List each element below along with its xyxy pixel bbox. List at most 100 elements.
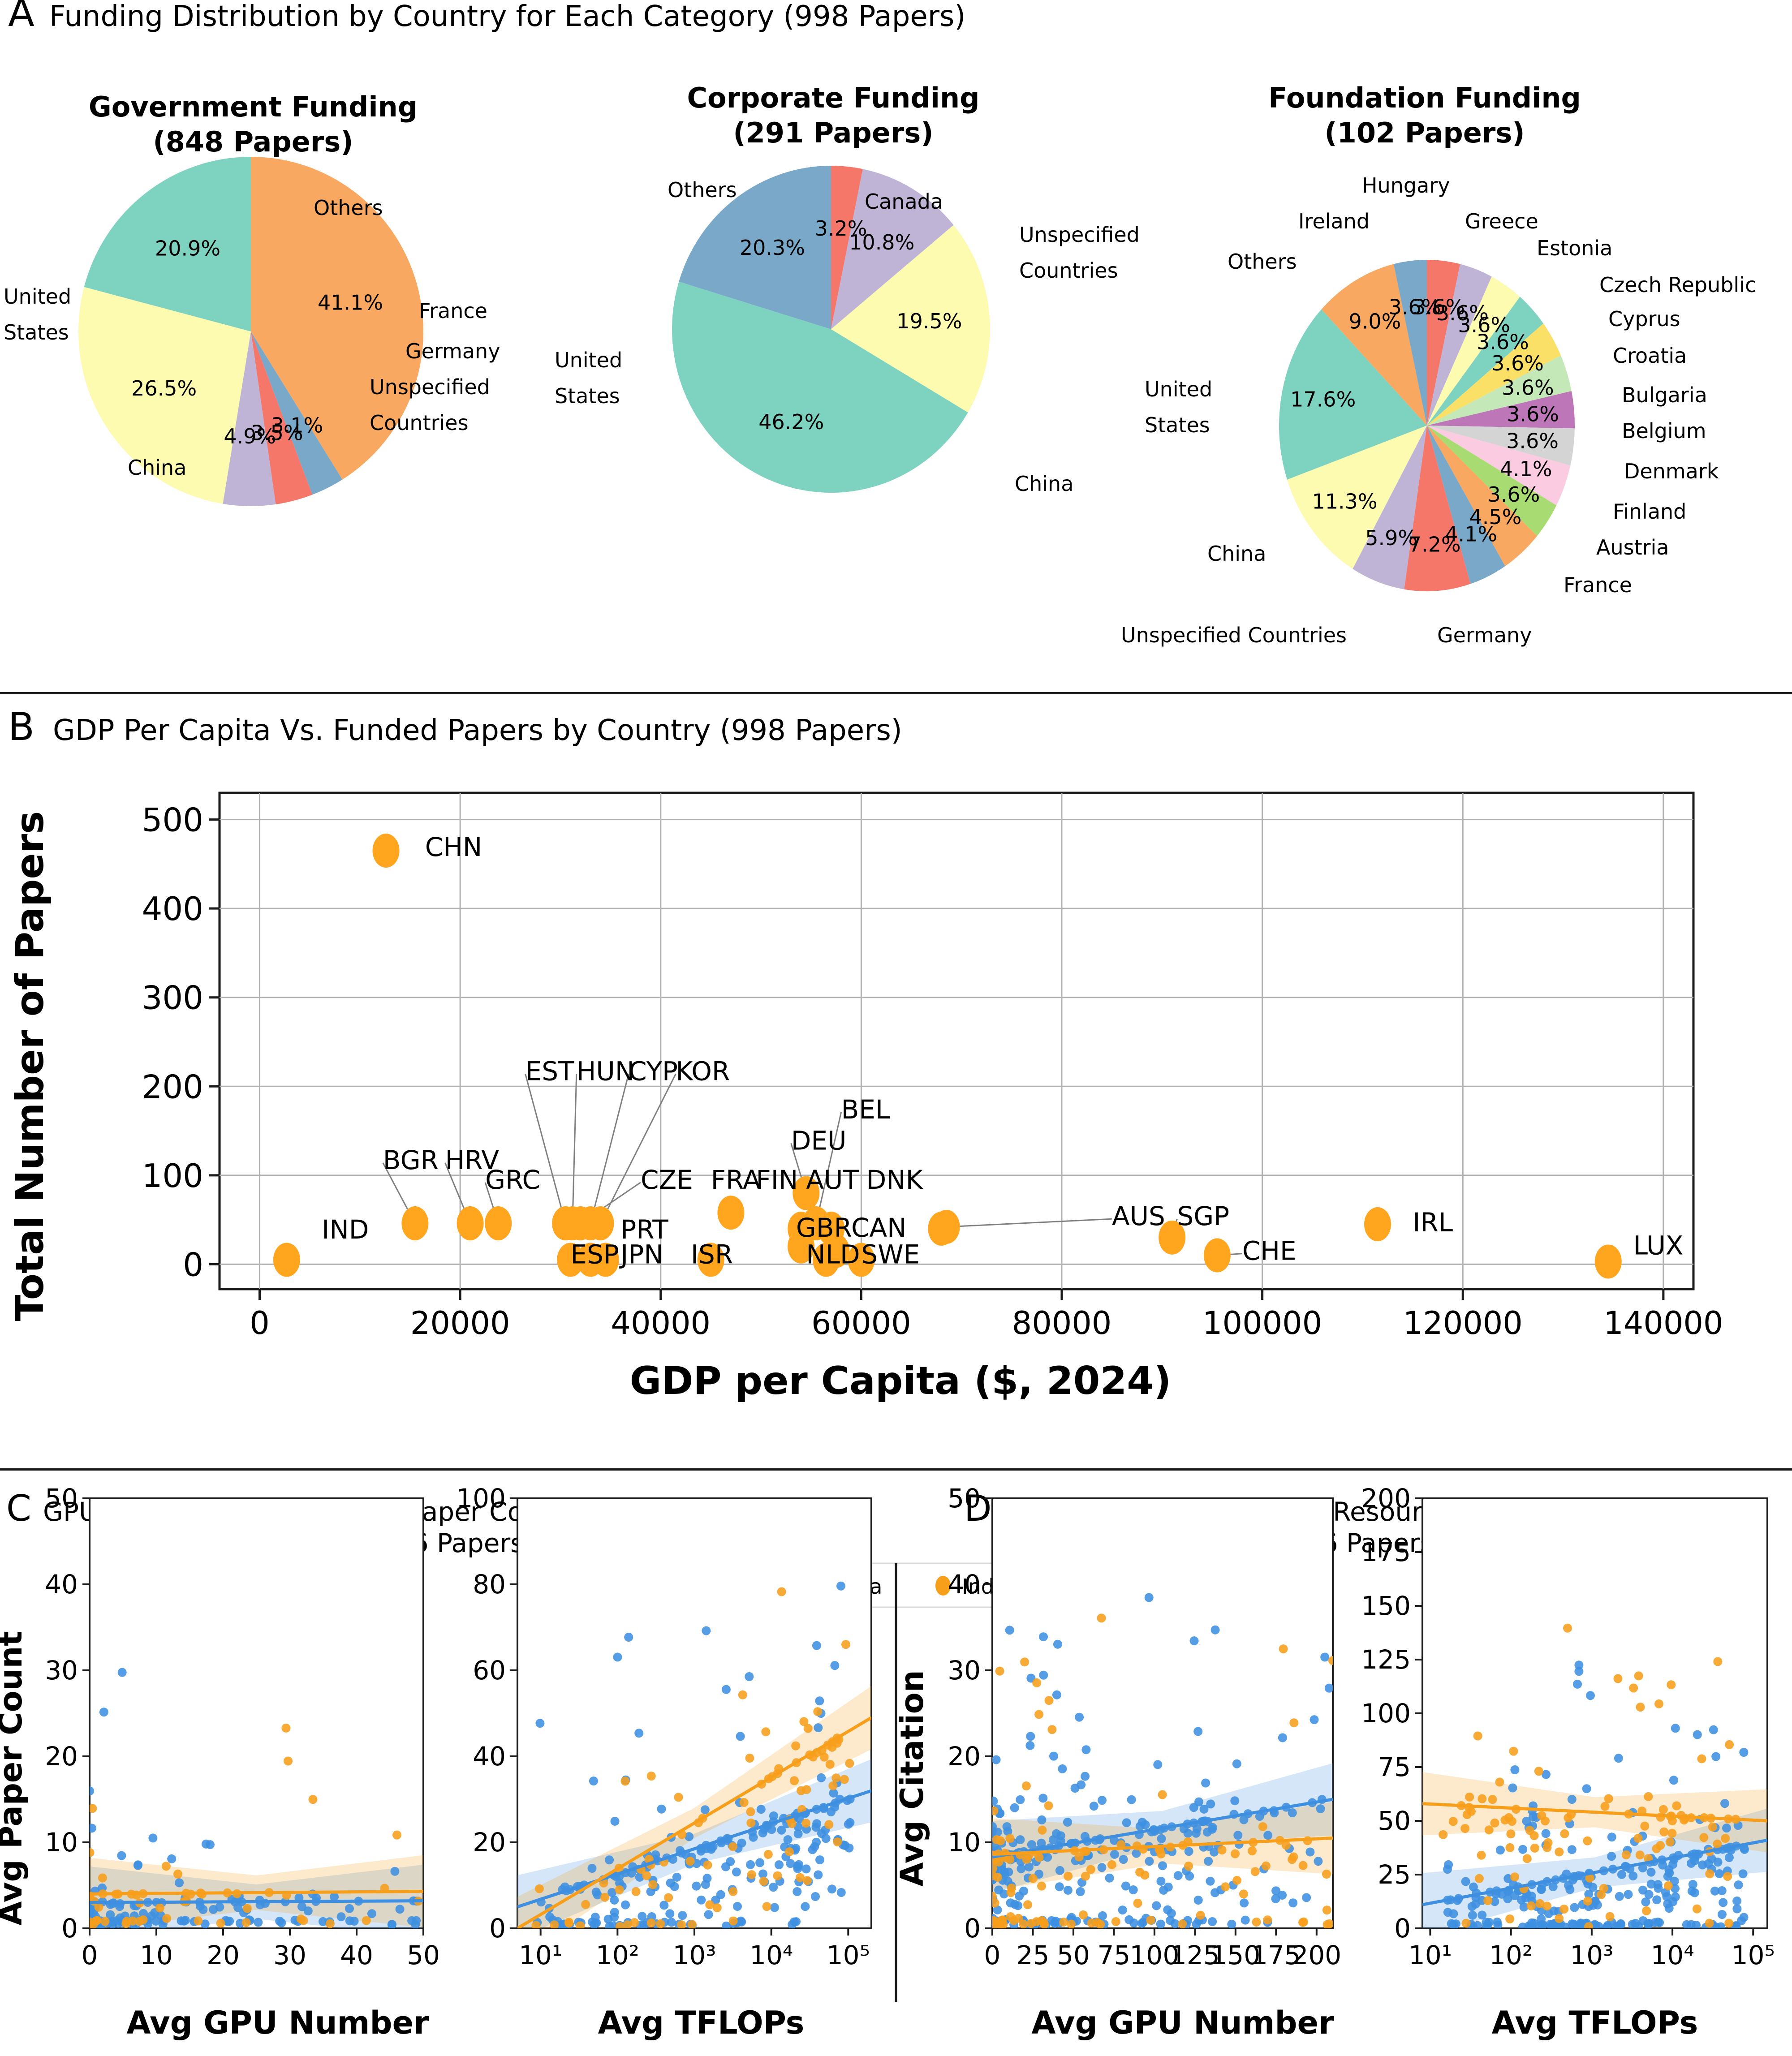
- scatter-d1-gpu-vs-citation-point: [1279, 1644, 1288, 1654]
- scatter-d2-tflops-vs-citation-point: [1659, 1827, 1669, 1837]
- scatter-d1-gpu-vs-citation-point: [1081, 1745, 1091, 1755]
- scatter-d1-gpu-vs-citation-x-tick-label: 175: [1251, 1940, 1301, 1970]
- x-tick-label: 80000: [1012, 1305, 1112, 1342]
- scatter-d2-tflops-vs-citation-point: [1713, 1657, 1723, 1666]
- scatter-d2-tflops-vs-citation-point: [1500, 1815, 1510, 1825]
- pie1-label-others: Others: [314, 196, 383, 220]
- scatter-d2-tflops-vs-citation-point: [1644, 1890, 1654, 1899]
- scatter-d2-tflops-vs-citation-point: [1671, 1892, 1680, 1901]
- scatter-d1-gpu-vs-citation-point: [1145, 1857, 1154, 1866]
- label-leader-line: [572, 1074, 577, 1224]
- scatter-d1-gpu-vs-citation-point: [1081, 1772, 1090, 1781]
- scatter-d1-gpu-vs-citation-point: [1255, 1812, 1264, 1821]
- country-label: PRT: [620, 1214, 668, 1245]
- scatter-c2-tflops-vs-papers-y-tick-label: 0: [489, 1913, 506, 1944]
- country-label: AUT: [806, 1165, 859, 1195]
- scatter-c2-tflops-vs-papers-point: [749, 1832, 758, 1842]
- scatter-c2-tflops-vs-papers-y-tick-label: 100: [456, 1483, 506, 1514]
- scatter-c2-tflops-vs-papers-point: [799, 1717, 809, 1726]
- scatter-c2-tflops-vs-papers-point: [687, 1920, 697, 1928]
- scatter-c1-gpu-vs-papers-point: [241, 1918, 251, 1927]
- scatter-d1-gpu-vs-citation-point: [1028, 1874, 1038, 1883]
- pie-value-label: 4.5%: [1469, 505, 1522, 529]
- scatter-c1-gpu-vs-papers-point: [155, 1903, 164, 1913]
- scatter-c2-tflops-vs-papers-point: [703, 1860, 712, 1870]
- scatter-c2-tflops-vs-papers-x-tick-label: 10¹: [519, 1940, 562, 1970]
- scatter-c1-gpu-vs-papers-x-tick-label: 10: [140, 1940, 173, 1970]
- scatter-d1-gpu-vs-citation-point: [1119, 1855, 1128, 1864]
- scatter-d2-tflops-vs-citation-point: [1709, 1725, 1718, 1734]
- country-label: ISR: [691, 1239, 733, 1270]
- scatter-c1-gpu-vs-papers-point: [367, 1909, 376, 1918]
- scatter-d1-gpu-vs-citation-point: [1167, 1909, 1176, 1918]
- scatter-d1-gpu-vs-citation-point: [1240, 1898, 1249, 1908]
- country-label: CHN: [425, 832, 482, 862]
- scatter-d2-tflops-vs-citation-point: [1663, 1899, 1672, 1909]
- y-tick-label: 300: [142, 979, 203, 1017]
- pie-slice: [1427, 426, 1505, 584]
- scatter-c2-tflops-vs-papers-point: [793, 1829, 803, 1839]
- pie-value-label: 4.1%: [1500, 457, 1552, 481]
- scatter-d2-tflops-vs-citation-point: [1739, 1748, 1749, 1757]
- scatter-point: [1159, 1220, 1186, 1255]
- pie1-label-france: France: [419, 299, 487, 323]
- pie-slice: [78, 287, 251, 504]
- scatter-d1-gpu-vs-citation-point: [992, 1898, 999, 1908]
- scatter-c2-tflops-vs-papers-point: [745, 1672, 754, 1681]
- pie-value-label: 20.3%: [740, 236, 805, 260]
- scatter-c1-gpu-vs-papers-x-tick-label: 0: [82, 1940, 98, 1970]
- scatter-d1-gpu-vs-citation-point: [1184, 1847, 1193, 1856]
- scatter-d2-tflops-vs-citation-point: [1506, 1829, 1516, 1839]
- pie-slice: [1427, 426, 1538, 566]
- scatter-d1-gpu-vs-citation-point: [1288, 1855, 1297, 1864]
- scatter-d2-tflops-vs-citation-point: [1614, 1754, 1623, 1763]
- pie-slice: [1427, 323, 1561, 426]
- pie-value-label: 3.6%: [1491, 351, 1544, 375]
- scatter-d1-gpu-vs-citation-point: [1038, 1794, 1048, 1803]
- cd-subplots: 0 10 20 30 40 50 0 10 20 30 40 50 10¹ 10² 10³ 10⁴ 10⁵ 0 20…: [45, 1483, 1775, 1970]
- scatter-d1-gpu-vs-citation-point: [1093, 1918, 1102, 1927]
- scatter-c2-tflops-vs-papers-point: [631, 1887, 641, 1896]
- scatter-c1-gpu-vs-papers-point: [106, 1910, 115, 1919]
- scatter-c2-tflops-vs-papers-point: [535, 1884, 544, 1893]
- scatter-d1-gpu-vs-citation-point: [1067, 1913, 1076, 1922]
- scatter-d1-gpu-vs-citation-point: [1005, 1834, 1015, 1843]
- scatter-d1-gpu-vs-citation-point: [1017, 1864, 1026, 1873]
- pie3-label-hungary: Hungary: [1362, 173, 1450, 198]
- scatter-c2-tflops-vs-papers-point: [702, 1626, 711, 1635]
- scatter-c1-gpu-vs-papers-point: [336, 1912, 346, 1922]
- scatter-d1-gpu-vs-citation-point: [1122, 1818, 1131, 1828]
- scatter-d1-gpu-vs-citation-point: [1002, 1822, 1012, 1831]
- scatter-d2-tflops-vs-citation-point: [1477, 1850, 1486, 1860]
- country-label: NLD: [806, 1239, 860, 1270]
- scatter-d1-gpu-vs-citation-point: [1006, 1888, 1016, 1897]
- scatter-d2-tflops-vs-citation-x-tick-label: 10¹: [1409, 1940, 1452, 1970]
- x-tick-label: 0: [250, 1305, 270, 1342]
- scatter-c1-gpu-vs-papers-point: [139, 1909, 148, 1918]
- scatter-point: [848, 1243, 875, 1277]
- panel-d-ylabel: Avg Citation: [894, 1670, 930, 1886]
- scatter-d2-tflops-vs-citation-point: [1574, 1660, 1584, 1670]
- scatter-c2-tflops-vs-papers-point: [803, 1724, 813, 1733]
- scatter-d2-tflops-vs-citation-point: [1717, 1910, 1727, 1919]
- scatter-d2-tflops-vs-citation-point: [1535, 1899, 1545, 1908]
- scatter-c2-tflops-vs-papers-point: [786, 1859, 795, 1868]
- scatter-d1-gpu-vs-citation-y-tick-label: 40: [948, 1569, 981, 1600]
- scatter-d2-tflops-vs-citation-point: [1732, 1904, 1742, 1914]
- country-label: FRA: [711, 1165, 761, 1195]
- pie3-label-greece: Greece: [1465, 209, 1538, 233]
- scatter-d2-tflops-vs-citation-point: [1474, 1874, 1484, 1883]
- scatter-c2-tflops-vs-papers-x-tick-label: 10²: [596, 1940, 639, 1970]
- pie-value-label: 3.6%: [1458, 313, 1510, 337]
- pie-slice: [1427, 426, 1575, 466]
- scatter-d1-gpu-vs-citation-point: [1121, 1881, 1130, 1891]
- scatter-d1-gpu-vs-citation-x-tick-label: 50: [1057, 1940, 1090, 1970]
- scatter-d2-tflops-vs-citation-point: [1652, 1844, 1661, 1854]
- scatter-d2-tflops-vs-citation-x-tick-label: 10³: [1570, 1940, 1613, 1970]
- scatter-c2-tflops-vs-papers-point: [840, 1775, 849, 1784]
- scatter-d1-gpu-vs-citation-point: [1137, 1818, 1147, 1827]
- pie1-label-us-1: United: [4, 284, 71, 309]
- scatter-d1-gpu-vs-citation-x-tick-label: 25: [1017, 1940, 1050, 1970]
- pie-value-label: 3.6%: [1413, 295, 1465, 319]
- scatter-d1-gpu-vs-citation-point: [1040, 1920, 1049, 1928]
